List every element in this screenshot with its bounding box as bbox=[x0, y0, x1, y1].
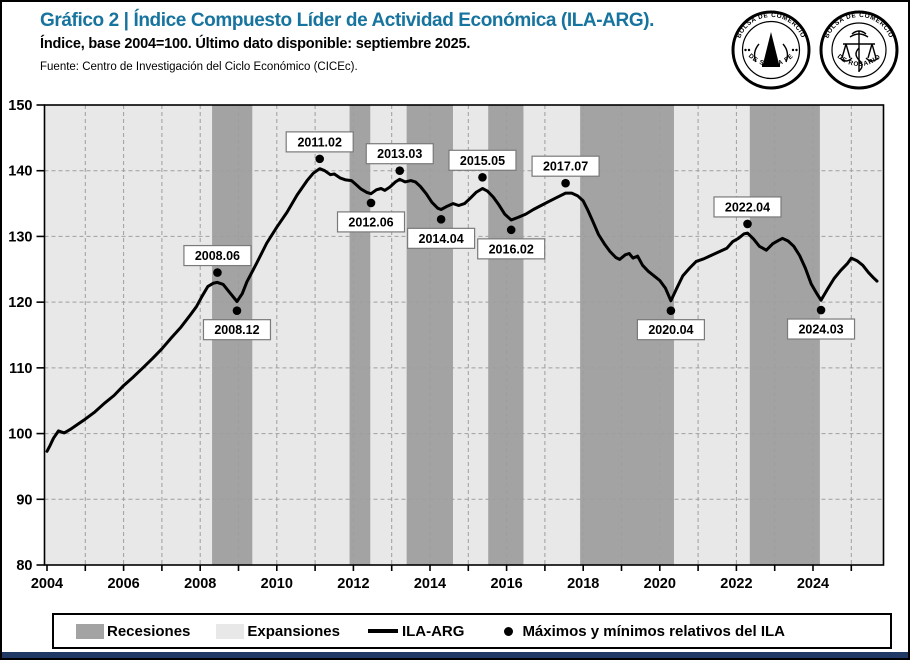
footer-accent-bar bbox=[2, 652, 908, 658]
page-title: Gráfico 2 | Índice Compuesto Líder de Ac… bbox=[40, 10, 655, 31]
recession-band bbox=[488, 105, 524, 565]
x-tick-label: 2004 bbox=[31, 576, 63, 592]
extremum-dot bbox=[743, 219, 752, 229]
x-tick-label: 2010 bbox=[261, 576, 293, 592]
ila-arg-chart: 80 90 100 110 120 130 140 150 2004 2006 2008 2010 20… bbox=[8, 98, 885, 592]
legend-label: Máximos y mínimos relativos del ILA bbox=[522, 622, 786, 640]
extremum-dot bbox=[478, 172, 487, 182]
annotation-box bbox=[713, 196, 782, 218]
expansion-background bbox=[44, 105, 884, 565]
extremum-dot bbox=[395, 166, 405, 176]
x-tick-label: 2024 bbox=[797, 576, 829, 592]
y-tick-label: 150 bbox=[8, 98, 32, 114]
expansion-swatch bbox=[216, 623, 245, 639]
annotation-label: 2008.06 bbox=[195, 249, 240, 263]
annotation-box bbox=[407, 227, 476, 249]
annotation-label: 2022.04 bbox=[725, 200, 770, 214]
annotation-box bbox=[285, 131, 354, 153]
annotation-label: 2012.06 bbox=[348, 215, 393, 229]
monument-emblem-icon bbox=[744, 32, 798, 67]
legend-item-max-min: Máximos y mínimos relativos del ILA bbox=[504, 623, 785, 640]
annotation-box bbox=[202, 319, 272, 341]
annotation-box bbox=[786, 318, 856, 340]
y-tick-label: 130 bbox=[8, 229, 32, 245]
x-tick-label: 2012 bbox=[337, 576, 369, 592]
caduceus-scales-icon bbox=[839, 30, 879, 72]
annotation-label: 2011.02 bbox=[297, 135, 342, 149]
y-tick-label: 80 bbox=[16, 558, 32, 574]
extremum-dot bbox=[506, 225, 516, 235]
x-tick-label: 2020 bbox=[644, 576, 676, 592]
annotation-box bbox=[183, 244, 252, 267]
x-tick-label: 2022 bbox=[720, 576, 752, 592]
legend-item-ila-arg: ILA-ARG bbox=[367, 622, 465, 640]
annotation-label: 2024.03 bbox=[798, 323, 843, 337]
x-tick-label: 2014 bbox=[414, 576, 446, 592]
extremum-dot bbox=[213, 268, 222, 277]
extremum-dot bbox=[366, 198, 376, 208]
x-tick-label: 2016 bbox=[490, 576, 522, 592]
chart-header: Gráfico 2 | Índice Compuesto Líder de Ac… bbox=[40, 10, 740, 73]
legend-item-expansiones: Expansiones bbox=[216, 623, 340, 640]
extremum-dot bbox=[436, 215, 446, 224]
annotation-label: 2008.12 bbox=[214, 323, 259, 337]
legend-label: Expansiones bbox=[247, 622, 340, 640]
annotation-box bbox=[365, 143, 434, 165]
extremum-dot bbox=[666, 306, 676, 315]
annotation-label: 2020.04 bbox=[648, 323, 693, 337]
y-tick-label: 90 bbox=[16, 492, 32, 508]
y-tick-label: 120 bbox=[8, 295, 32, 311]
dot-swatch bbox=[504, 626, 514, 636]
annotation-label: 2017.07 bbox=[543, 160, 588, 174]
legend-item-recesiones: Recesiones bbox=[76, 623, 190, 640]
extremum-dot bbox=[315, 154, 324, 164]
x-tick-label: 2006 bbox=[107, 576, 139, 592]
annotation-box bbox=[336, 211, 406, 233]
annotation-box bbox=[636, 319, 706, 341]
annotation-label: 2015.05 bbox=[460, 154, 505, 168]
annotation-box bbox=[477, 238, 546, 260]
legend-label: Recesiones bbox=[107, 622, 191, 640]
plot-border bbox=[43, 104, 885, 566]
annotation-label: 2016.02 bbox=[489, 242, 534, 256]
recession-band bbox=[406, 105, 453, 565]
extremum-dot bbox=[561, 178, 570, 188]
annotation-box bbox=[448, 149, 517, 171]
ila-arg-line bbox=[45, 167, 879, 453]
extremum-dot bbox=[232, 306, 242, 315]
y-tick-label: 140 bbox=[8, 164, 32, 180]
source-note: Fuente: Centro de Investigación del Cicl… bbox=[40, 61, 358, 73]
y-tick-label: 110 bbox=[9, 361, 32, 377]
legend-label: ILA-ARG bbox=[401, 622, 465, 640]
y-tick-label: 100 bbox=[8, 427, 32, 443]
annotation-label: 2014.04 bbox=[419, 232, 464, 246]
recession-band bbox=[349, 105, 371, 565]
annotation-box bbox=[531, 155, 600, 177]
chart-legend: Recesiones Expansiones ILA-ARG Máximos y… bbox=[52, 613, 892, 649]
chart-subtitle: Índice, base 2004=100. Último dato dispo… bbox=[40, 36, 471, 52]
annotation-label: 2013.03 bbox=[377, 147, 422, 161]
line-swatch bbox=[367, 629, 398, 633]
x-tick-label: 2018 bbox=[567, 576, 599, 592]
recession-swatch bbox=[76, 623, 104, 639]
institution-logos: BOLSA DE COMERCIO DE SANTA FE bbox=[726, 6, 906, 99]
x-tick-label: 2008 bbox=[184, 576, 216, 592]
extremum-dot bbox=[816, 305, 826, 315]
